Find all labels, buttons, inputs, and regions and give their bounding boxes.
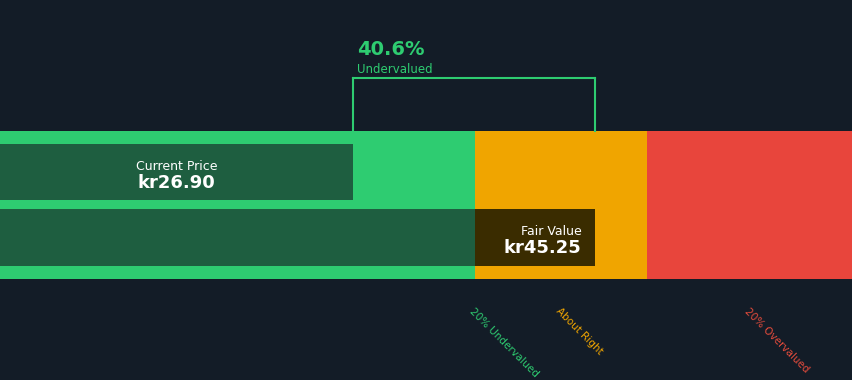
Bar (594, 209, 646, 266)
Bar (0, 200, 475, 209)
Bar (646, 209, 852, 266)
Text: 20% Undervalued: 20% Undervalued (468, 306, 540, 379)
Text: Undervalued: Undervalued (357, 62, 433, 76)
Text: 40.6%: 40.6% (357, 40, 424, 59)
Bar (0, 266, 475, 279)
Bar (475, 144, 646, 200)
Bar (353, 144, 475, 200)
Bar (0, 130, 475, 144)
Bar (646, 200, 852, 209)
Bar (0, 209, 353, 266)
Text: kr26.90: kr26.90 (137, 174, 216, 192)
Text: Current Price: Current Price (135, 160, 217, 173)
Bar (475, 266, 646, 279)
Bar (0, 144, 353, 200)
Bar (475, 200, 646, 209)
Bar (353, 209, 475, 266)
Text: kr45.25: kr45.25 (504, 239, 581, 257)
Bar (646, 130, 852, 144)
Bar (646, 266, 852, 279)
Text: 20% Overvalued: 20% Overvalued (742, 306, 810, 374)
Bar (475, 130, 646, 144)
Bar (646, 144, 852, 200)
Text: Fair Value: Fair Value (521, 225, 581, 238)
Text: About Right: About Right (553, 306, 604, 356)
Bar (475, 209, 594, 266)
